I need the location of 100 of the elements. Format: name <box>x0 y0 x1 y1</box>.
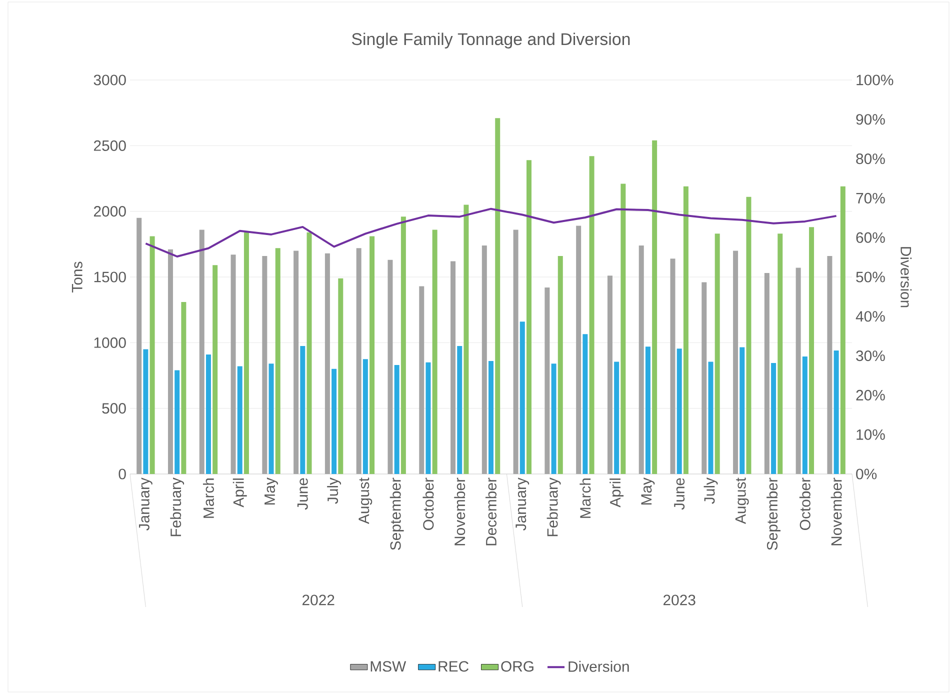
bar <box>614 362 620 474</box>
legend-label: Diversion <box>568 660 629 672</box>
bar <box>388 260 393 474</box>
y-tick-label: 1500 <box>94 272 126 282</box>
legend-label: ORG <box>501 661 534 672</box>
bar <box>136 218 142 474</box>
bar <box>143 349 148 474</box>
bar <box>370 236 375 474</box>
line-series <box>144 208 838 258</box>
x-tick-label: December <box>486 478 496 546</box>
bar <box>488 361 494 474</box>
bar <box>607 276 612 474</box>
bar <box>268 364 274 474</box>
x-tick-label: June <box>674 478 685 510</box>
x-tick-label: April <box>610 478 624 508</box>
legend-label: REC <box>438 661 469 672</box>
bar <box>324 253 330 474</box>
bar <box>827 256 832 474</box>
x-tick-label: February <box>170 478 184 536</box>
bar <box>457 346 462 474</box>
x-tick-label: July <box>704 478 718 504</box>
bar <box>174 370 180 474</box>
bar <box>275 248 280 474</box>
bar <box>840 186 846 474</box>
bar <box>670 258 676 474</box>
x-tick-label: September <box>766 478 780 550</box>
bar <box>638 245 644 474</box>
bar <box>526 160 532 474</box>
bar <box>400 216 406 474</box>
bar <box>237 366 242 474</box>
bar <box>683 186 688 474</box>
x-tick-label: November <box>830 478 842 546</box>
y2-tick-label: 20% <box>856 390 885 400</box>
x-tick-label: June <box>297 478 308 510</box>
bar <box>576 226 582 474</box>
bar <box>150 236 155 474</box>
bar <box>708 362 714 474</box>
x-tick-label: August <box>358 478 372 524</box>
bar <box>809 227 814 474</box>
x-tick-label: July <box>327 478 342 504</box>
y2-tick-label: 90% <box>856 114 885 125</box>
bar <box>230 254 236 474</box>
bar <box>181 302 186 474</box>
bar <box>426 362 431 474</box>
x-tick-label: October <box>422 478 434 530</box>
bar <box>834 350 839 474</box>
bar <box>394 364 400 474</box>
chart-title: Single Family Tonnage and Diversion <box>352 32 630 48</box>
x-tick-label: January <box>139 478 152 530</box>
y-tick-label: 3000 <box>94 74 126 86</box>
bar <box>558 256 563 474</box>
x-tick-label: February <box>546 478 561 536</box>
legend-label: MSW <box>370 661 406 672</box>
bar <box>464 204 469 474</box>
text: 2023 <box>663 594 696 606</box>
bar <box>764 273 770 474</box>
bar <box>419 286 424 474</box>
y2-tick-label: 50% <box>856 272 885 282</box>
y2-tick-label: 40% <box>856 311 885 322</box>
y2-tick-label: 60% <box>856 232 885 243</box>
bar <box>332 368 337 474</box>
x-tick-label: November <box>454 478 466 546</box>
y2-tick-label: 70% <box>856 192 885 204</box>
bar <box>778 234 783 474</box>
bar <box>495 118 500 474</box>
y-tick-label: 500 <box>102 403 126 414</box>
bar <box>551 364 556 474</box>
y2-tick-label: 10% <box>856 429 885 440</box>
y2-tick-label: 30% <box>856 350 885 362</box>
bar <box>432 230 438 474</box>
y-tick-label: 1000 <box>94 337 126 348</box>
bar <box>582 334 588 474</box>
x-tick-label: May <box>264 478 278 505</box>
bar <box>206 354 211 474</box>
bar <box>450 261 456 474</box>
bar <box>199 230 204 474</box>
bar <box>771 363 776 474</box>
x-tick-label: August <box>735 478 749 524</box>
x-tick-label: March <box>202 478 214 518</box>
bar <box>802 356 808 474</box>
bar <box>733 250 738 474</box>
y-tick-label: 0 <box>118 468 126 480</box>
bar <box>338 278 344 474</box>
bar <box>714 234 720 474</box>
bar <box>620 184 626 474</box>
bar <box>306 232 312 474</box>
bar <box>740 347 745 474</box>
bar <box>482 245 487 474</box>
y2-tick-label: 0% <box>856 468 877 480</box>
bar <box>702 282 707 474</box>
x-tick-label: September <box>390 478 404 550</box>
bar <box>244 232 249 474</box>
x-tick-label: January <box>516 478 530 530</box>
bar <box>652 140 658 474</box>
bar <box>520 322 525 474</box>
bar <box>589 156 594 474</box>
x-tick-label: October <box>799 478 810 530</box>
bar <box>212 265 218 474</box>
text: 2022 <box>302 594 334 606</box>
bar <box>544 288 550 474</box>
